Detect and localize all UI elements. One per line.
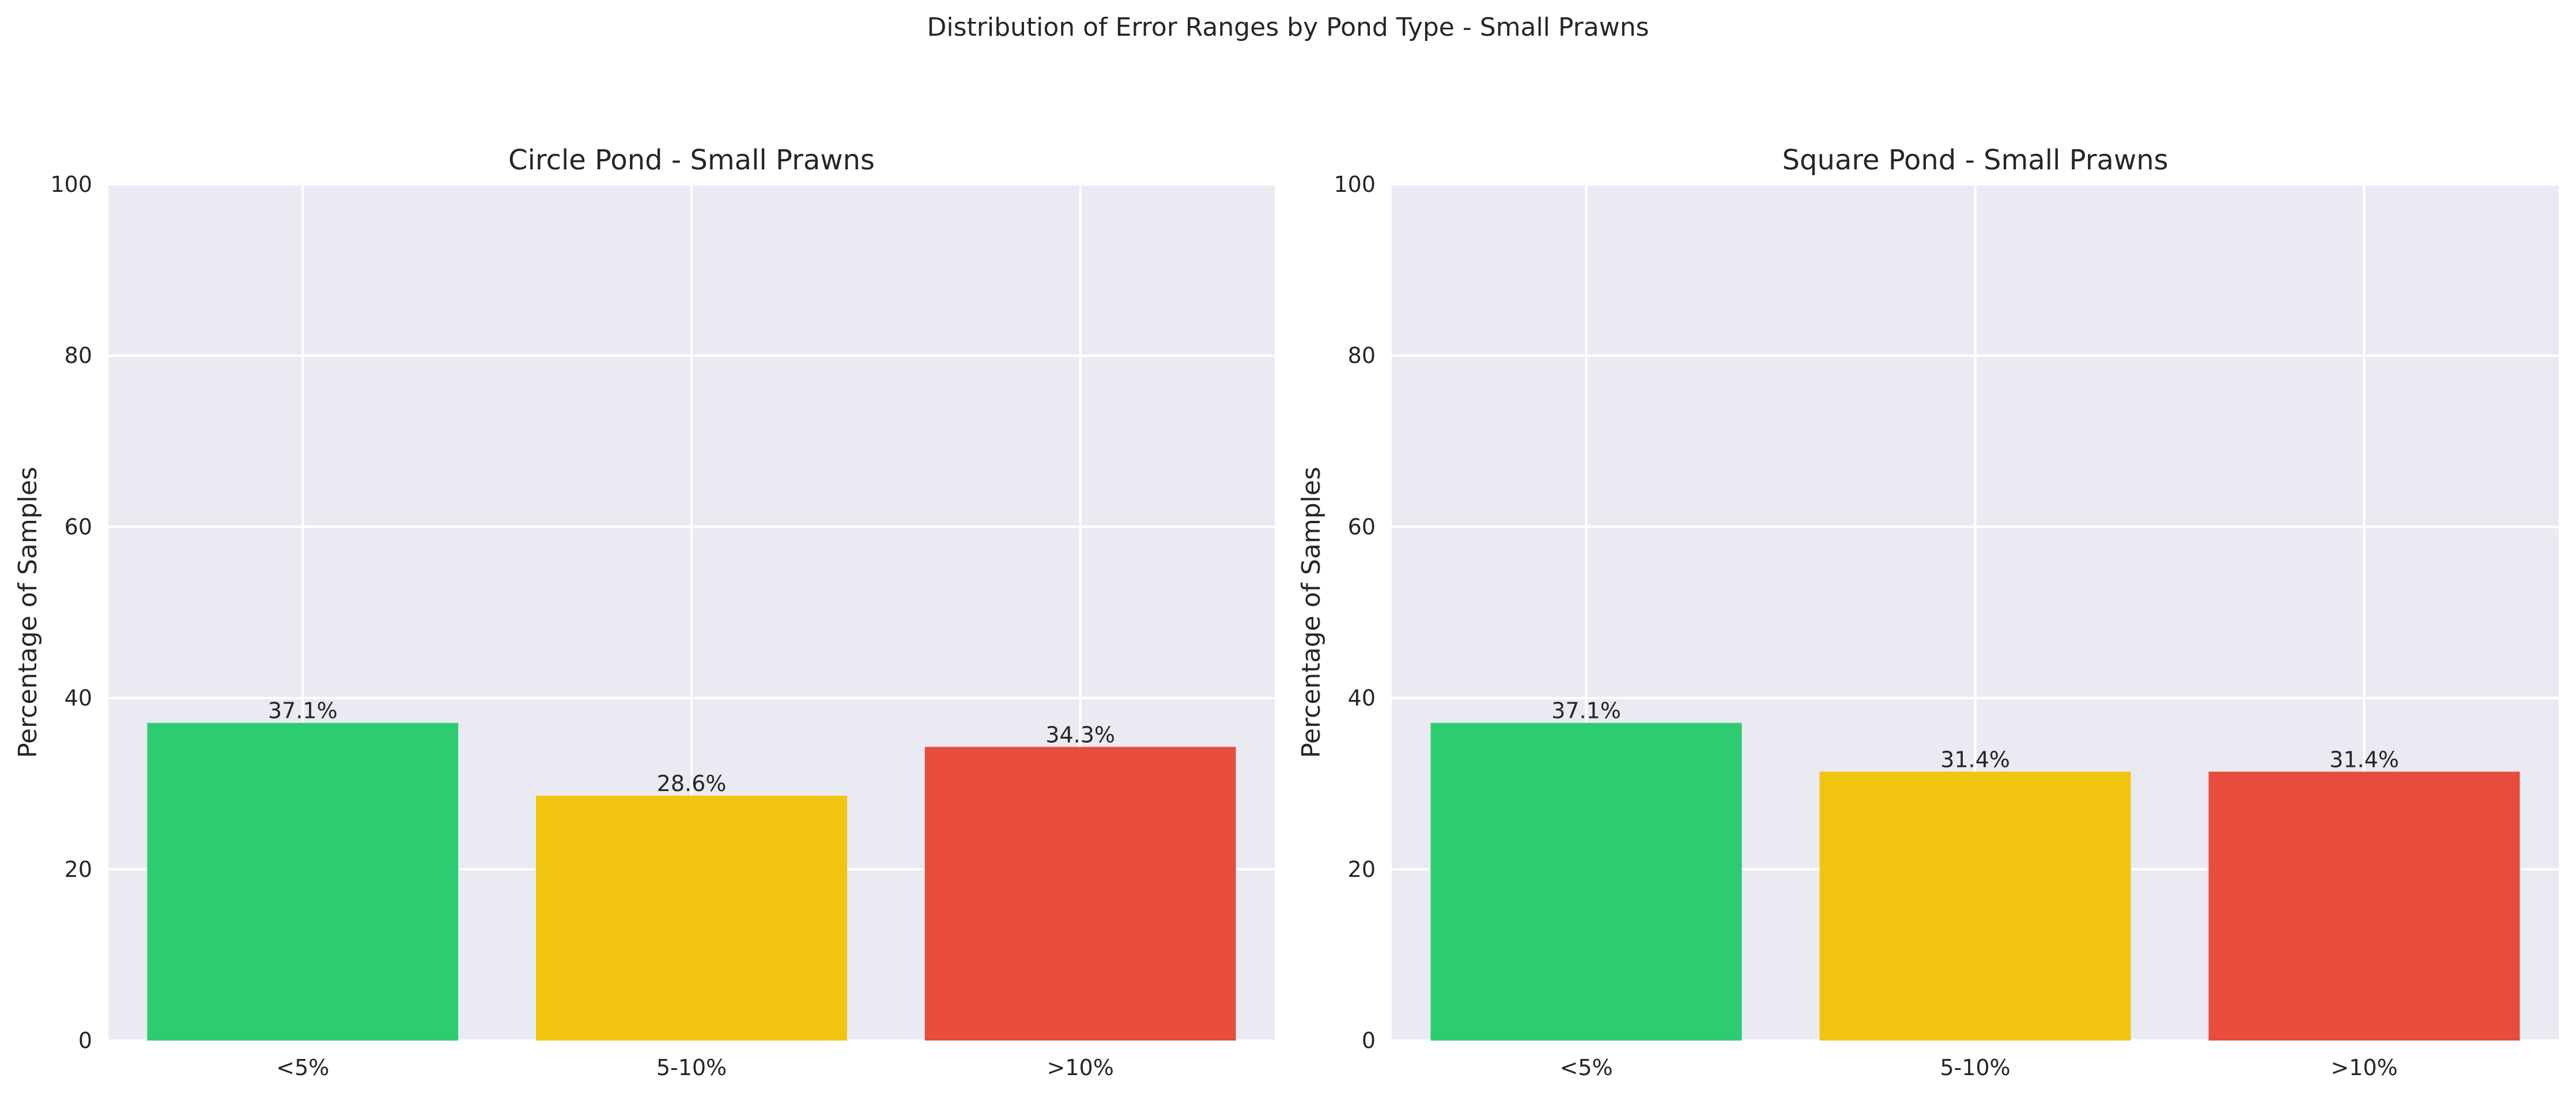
- figure-title: Distribution of Error Ranges by Pond Typ…: [927, 13, 1649, 42]
- panel-1-ylabel: Percentage of Samples: [13, 467, 43, 758]
- panel-2-ytick-label-3: 60: [1348, 514, 1376, 539]
- panel-1-bar-label-2: 34.3%: [1045, 722, 1115, 747]
- panel-2-bar-0: [1430, 722, 1742, 1041]
- panel-2-bar-1: [1819, 771, 2131, 1041]
- panel-1: 37.1% 28.6% 34.3% 0 20 40 60 80 100 <5% 5-10% >10% P…: [13, 144, 1275, 1080]
- panel-2: 37.1% 31.4% 31.4% 0 20 40 60 80 100 <5% 5-10% >10% P…: [1297, 144, 2559, 1080]
- panel-2-bar-label-0: 37.1%: [1551, 698, 1621, 724]
- panel-2-ytick-label-4: 80: [1348, 343, 1376, 368]
- panel-2-ytick-label-2: 40: [1348, 686, 1376, 711]
- panel-1-title: Circle Pond - Small Prawns: [508, 144, 875, 176]
- panel-2-bar-2: [2208, 771, 2520, 1041]
- panel-2-xtick-label-0: <5%: [1559, 1055, 1612, 1080]
- panel-2-title: Square Pond - Small Prawns: [1782, 144, 2168, 176]
- panel-1-ytick-label-1: 20: [65, 857, 92, 882]
- panel-1-ytick-label-4: 80: [65, 343, 92, 368]
- panel-2-ylabel: Percentage of Samples: [1297, 467, 1326, 758]
- panel-1-xtick-label-2: >10%: [1047, 1055, 1114, 1080]
- panel-1-ytick-label-2: 40: [65, 686, 92, 711]
- panel-1-xtick-label-1: 5-10%: [656, 1055, 727, 1080]
- panel-2-xtick-label-1: 5-10%: [1940, 1055, 2010, 1080]
- panel-1-xtick-label-0: <5%: [276, 1055, 329, 1080]
- panel-1-bar-label-0: 37.1%: [268, 698, 338, 724]
- chart-panels: 37.1% 28.6% 34.3% 0 20 40 60 80 100 <5% 5-10% >10% P…: [13, 144, 2559, 1080]
- panel-2-ytick-label-0: 0: [1362, 1028, 1376, 1053]
- panel-2-ytick-label-1: 20: [1348, 857, 1376, 882]
- panel-2-bar-label-1: 31.4%: [1940, 747, 2010, 772]
- panel-2-xtick-label-2: >10%: [2331, 1055, 2397, 1080]
- panel-1-ytick-label-3: 60: [65, 514, 92, 539]
- panel-2-ytick-label-5: 100: [1334, 172, 1376, 197]
- panel-1-bar-0: [147, 722, 459, 1041]
- panel-1-ytick-label-5: 100: [50, 172, 92, 197]
- panel-1-bar-2: [924, 747, 1236, 1041]
- panel-1-bar-1: [536, 796, 847, 1041]
- panel-1-ytick-label-0: 0: [78, 1028, 92, 1053]
- panel-1-bar-label-1: 28.6%: [657, 771, 727, 796]
- panel-2-bar-label-2: 31.4%: [2329, 747, 2399, 772]
